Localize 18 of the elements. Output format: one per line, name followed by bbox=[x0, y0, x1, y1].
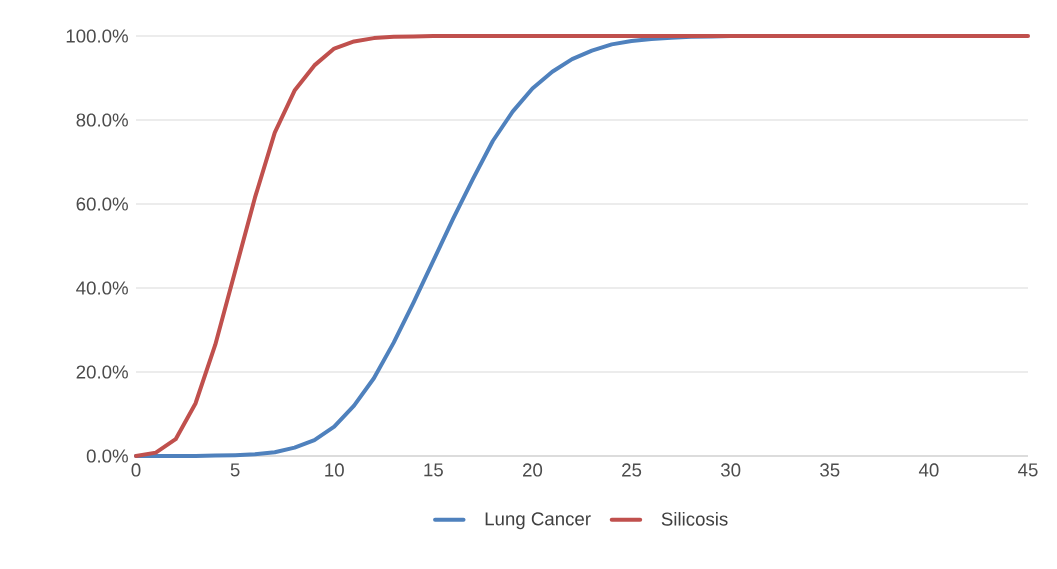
x-tick-label: 40 bbox=[918, 463, 939, 477]
y-tick-label: 100.0% bbox=[66, 29, 128, 43]
x-tick-label: 25 bbox=[622, 463, 642, 477]
y-tick-label: 20.0% bbox=[76, 365, 128, 379]
x-tick-label: 45 bbox=[1018, 463, 1038, 477]
x-tick-label: 0 bbox=[131, 463, 141, 477]
x-tick-label: 10 bbox=[325, 463, 344, 477]
x-tick-label: 20 bbox=[523, 463, 543, 477]
y-tick-label: 40.0% bbox=[76, 281, 128, 295]
y-tick-label: 60.0% bbox=[76, 197, 128, 211]
x-tick-label: 15 bbox=[424, 463, 443, 477]
x-tick-label: 5 bbox=[230, 463, 240, 477]
y-tick-label: 80.0% bbox=[76, 113, 128, 127]
legend-label: Lung Cancer bbox=[485, 512, 591, 530]
y-tick-label: 0.0% bbox=[86, 449, 128, 463]
x-tick-label: 35 bbox=[820, 463, 840, 477]
legend-label: Silicosis bbox=[661, 512, 728, 526]
x-tick-label: 30 bbox=[721, 463, 741, 477]
